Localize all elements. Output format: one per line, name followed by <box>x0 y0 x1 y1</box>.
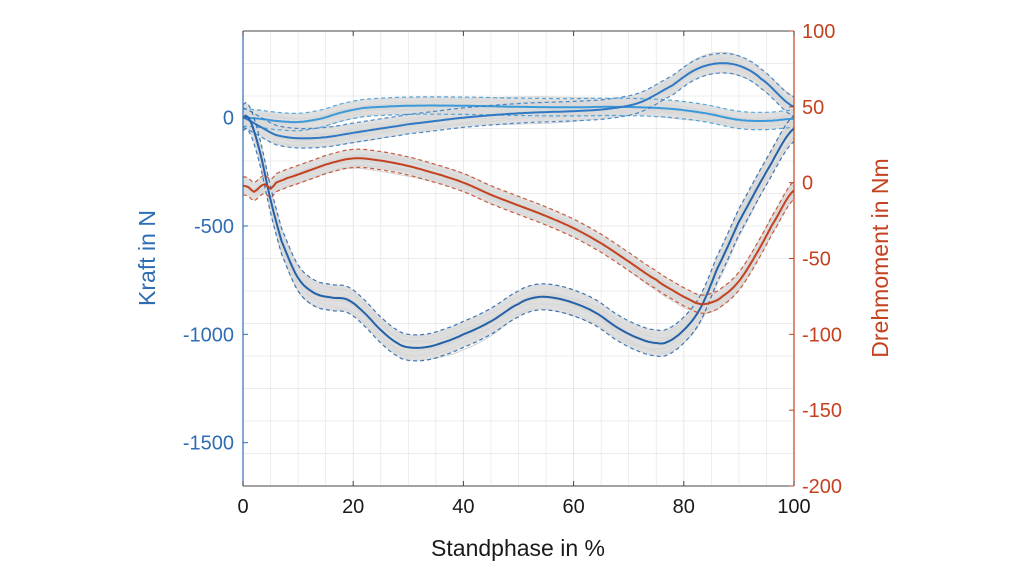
y-left-tick-label: 0 <box>223 108 234 130</box>
std-lower-0 <box>242 113 795 132</box>
std-lower-3 <box>242 166 795 314</box>
mean-line-3 <box>242 157 795 306</box>
x-tick-label: 20 <box>342 496 364 518</box>
y-right-tick-label: 100 <box>802 21 835 43</box>
std-lower-1 <box>242 72 795 149</box>
x-tick-label: 0 <box>237 496 248 518</box>
x-axis-label: Standphase in % <box>431 535 605 561</box>
y-axis-left-label: Kraft in N <box>134 210 160 306</box>
y-right-tick-label: 0 <box>802 173 813 195</box>
x-tick-label: 100 <box>777 496 810 518</box>
std-upper-3 <box>242 148 795 296</box>
std-lower-2 <box>242 127 795 362</box>
y-axis-right-label: Drehmoment in Nm <box>867 158 893 357</box>
std-upper-1 <box>242 52 795 130</box>
std-upper-2 <box>242 101 795 336</box>
axes <box>242 30 795 487</box>
std-band-2 <box>243 102 794 361</box>
x-tick-label: 40 <box>452 496 474 518</box>
y-left-tick-label: -1000 <box>183 324 234 346</box>
std-band-1 <box>243 53 794 149</box>
y-right-tick-label: -150 <box>802 400 842 422</box>
x-tick-label: 60 <box>562 496 584 518</box>
y-right-tick-label: 50 <box>802 97 824 119</box>
mean-line-0 <box>242 104 795 124</box>
y-right-tick-label: -200 <box>802 476 842 498</box>
x-tick-label: 80 <box>673 496 695 518</box>
y-left-tick-label: -1500 <box>183 433 234 455</box>
std-upper-0 <box>242 96 795 114</box>
mean-line-1 <box>242 62 795 140</box>
y-left-tick-label: -500 <box>194 216 234 238</box>
tick-labels: 0 20 40 60 80 100 0 -500 -1000 -1500 100 50 0 -50 -100… <box>183 21 842 518</box>
y-right-tick-label: -50 <box>802 249 831 271</box>
y-right-tick-label: -100 <box>802 324 842 346</box>
std-band-3 <box>243 149 794 314</box>
series-lines <box>242 52 795 362</box>
